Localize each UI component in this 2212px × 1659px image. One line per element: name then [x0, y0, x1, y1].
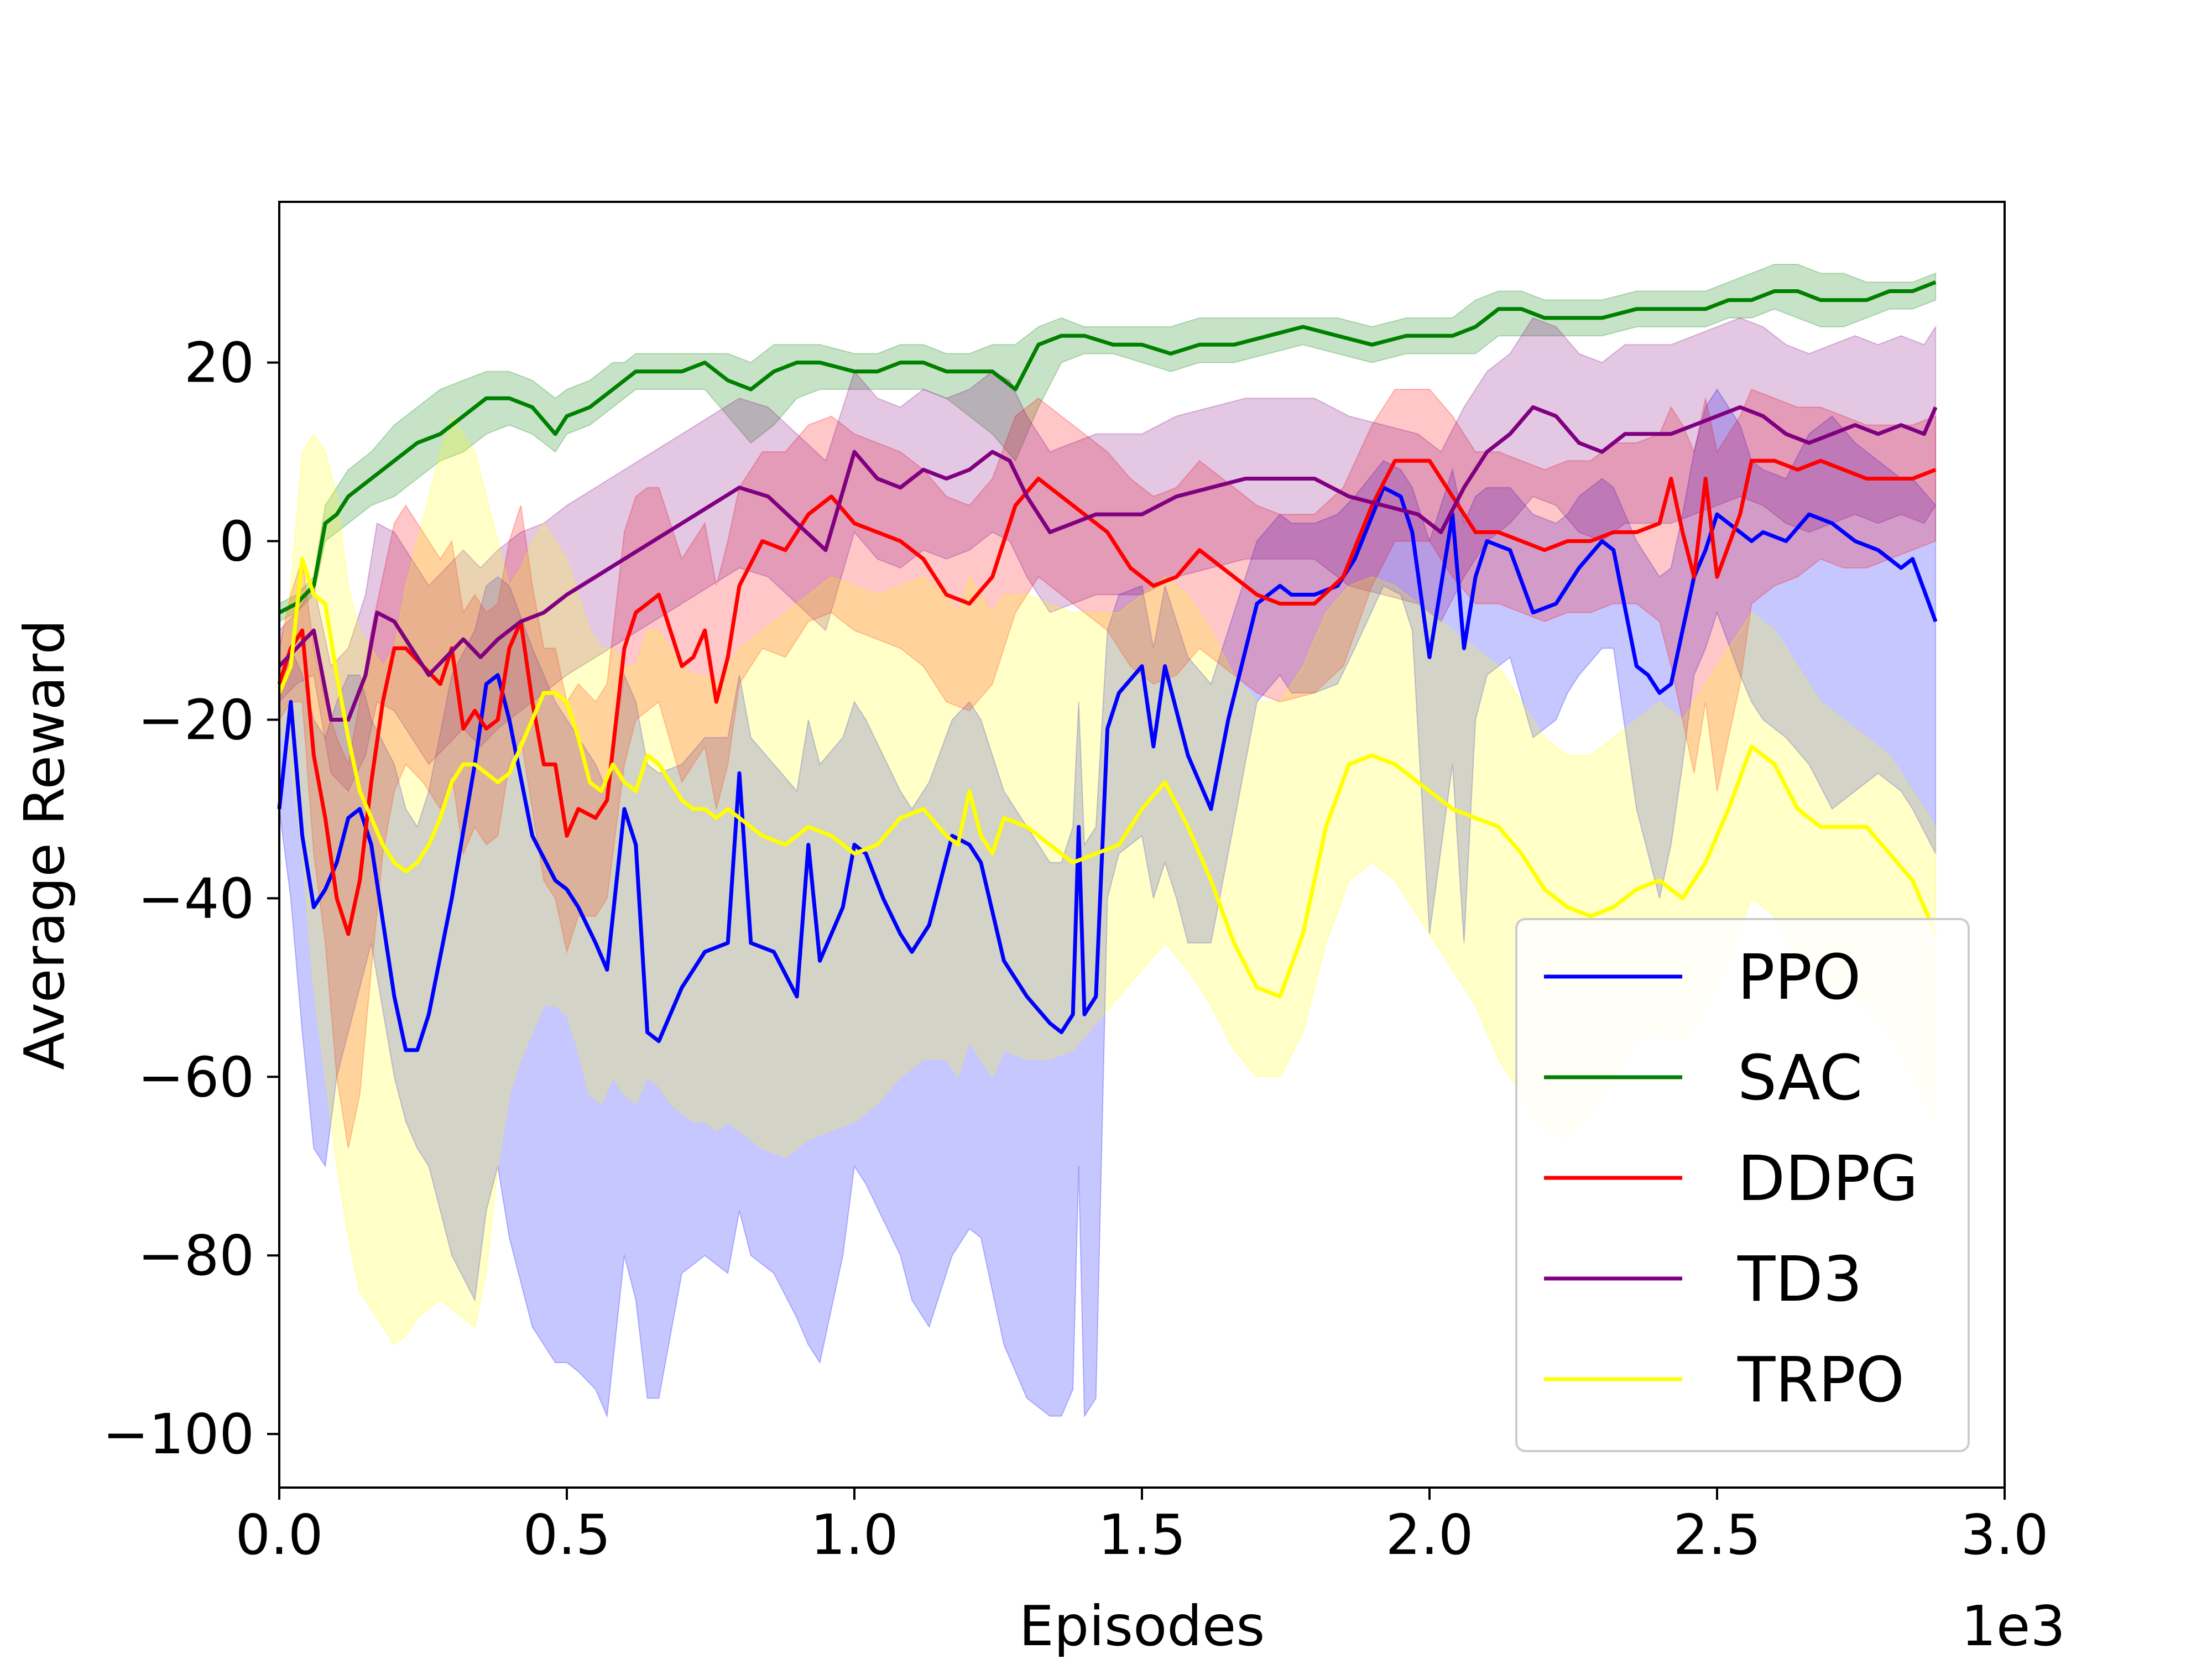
y-axis-ticks: −100 −80 −60 −40 −20 0 20 [102, 331, 279, 1467]
trpo-legend-label: TRPO [1737, 1344, 1905, 1416]
y-tick-label: −80 [138, 1223, 254, 1288]
x-tick-label: 3.0 [1960, 1503, 2048, 1567]
x-axis-label: Episodes [1019, 1594, 1265, 1658]
legend-box [1515, 918, 1970, 1452]
ddpg-legend-label: DDPG [1738, 1143, 1918, 1215]
ppo-line [277, 486, 1938, 1052]
y-tick-label: −60 [138, 1045, 254, 1109]
td3-band [279, 317, 1937, 792]
x-tick-label: 0.0 [235, 1503, 323, 1567]
x-tick-label: 1.5 [1098, 1503, 1186, 1567]
ppo-legend-label: PPO [1738, 942, 1861, 1014]
td3-line [278, 405, 1938, 722]
y-tick-label: 0 [219, 509, 254, 574]
trpo-line [277, 557, 1938, 999]
ppo-band [279, 388, 1937, 1418]
x-axis-offset-label: 1e3 [1961, 1594, 2065, 1658]
y-tick-label: 20 [184, 331, 254, 395]
x-tick-label: 2.0 [1385, 1503, 1473, 1567]
sac-line [278, 280, 1937, 614]
y-tick-label: −40 [138, 866, 254, 931]
legend: PPO SAC DDPG TD3 TRPO [1515, 918, 1970, 1452]
y-tick-label: −100 [102, 1402, 254, 1467]
x-tick-label: 2.5 [1673, 1503, 1761, 1567]
x-axis-ticks: 0.0 0.5 1.0 1.5 2.0 2.5 3.0 [235, 1488, 2049, 1567]
y-tick-label: −20 [138, 687, 254, 752]
sac-band [279, 264, 1937, 623]
y-axis-label: Average Reward [12, 619, 77, 1070]
series-lines [277, 280, 1938, 1052]
x-tick-label: 1.0 [810, 1503, 898, 1567]
td3-legend-label: TD3 [1737, 1244, 1863, 1316]
x-tick-label: 0.5 [523, 1503, 611, 1567]
ddpg-line [277, 458, 1937, 936]
sac-legend-label: SAC [1738, 1042, 1863, 1114]
